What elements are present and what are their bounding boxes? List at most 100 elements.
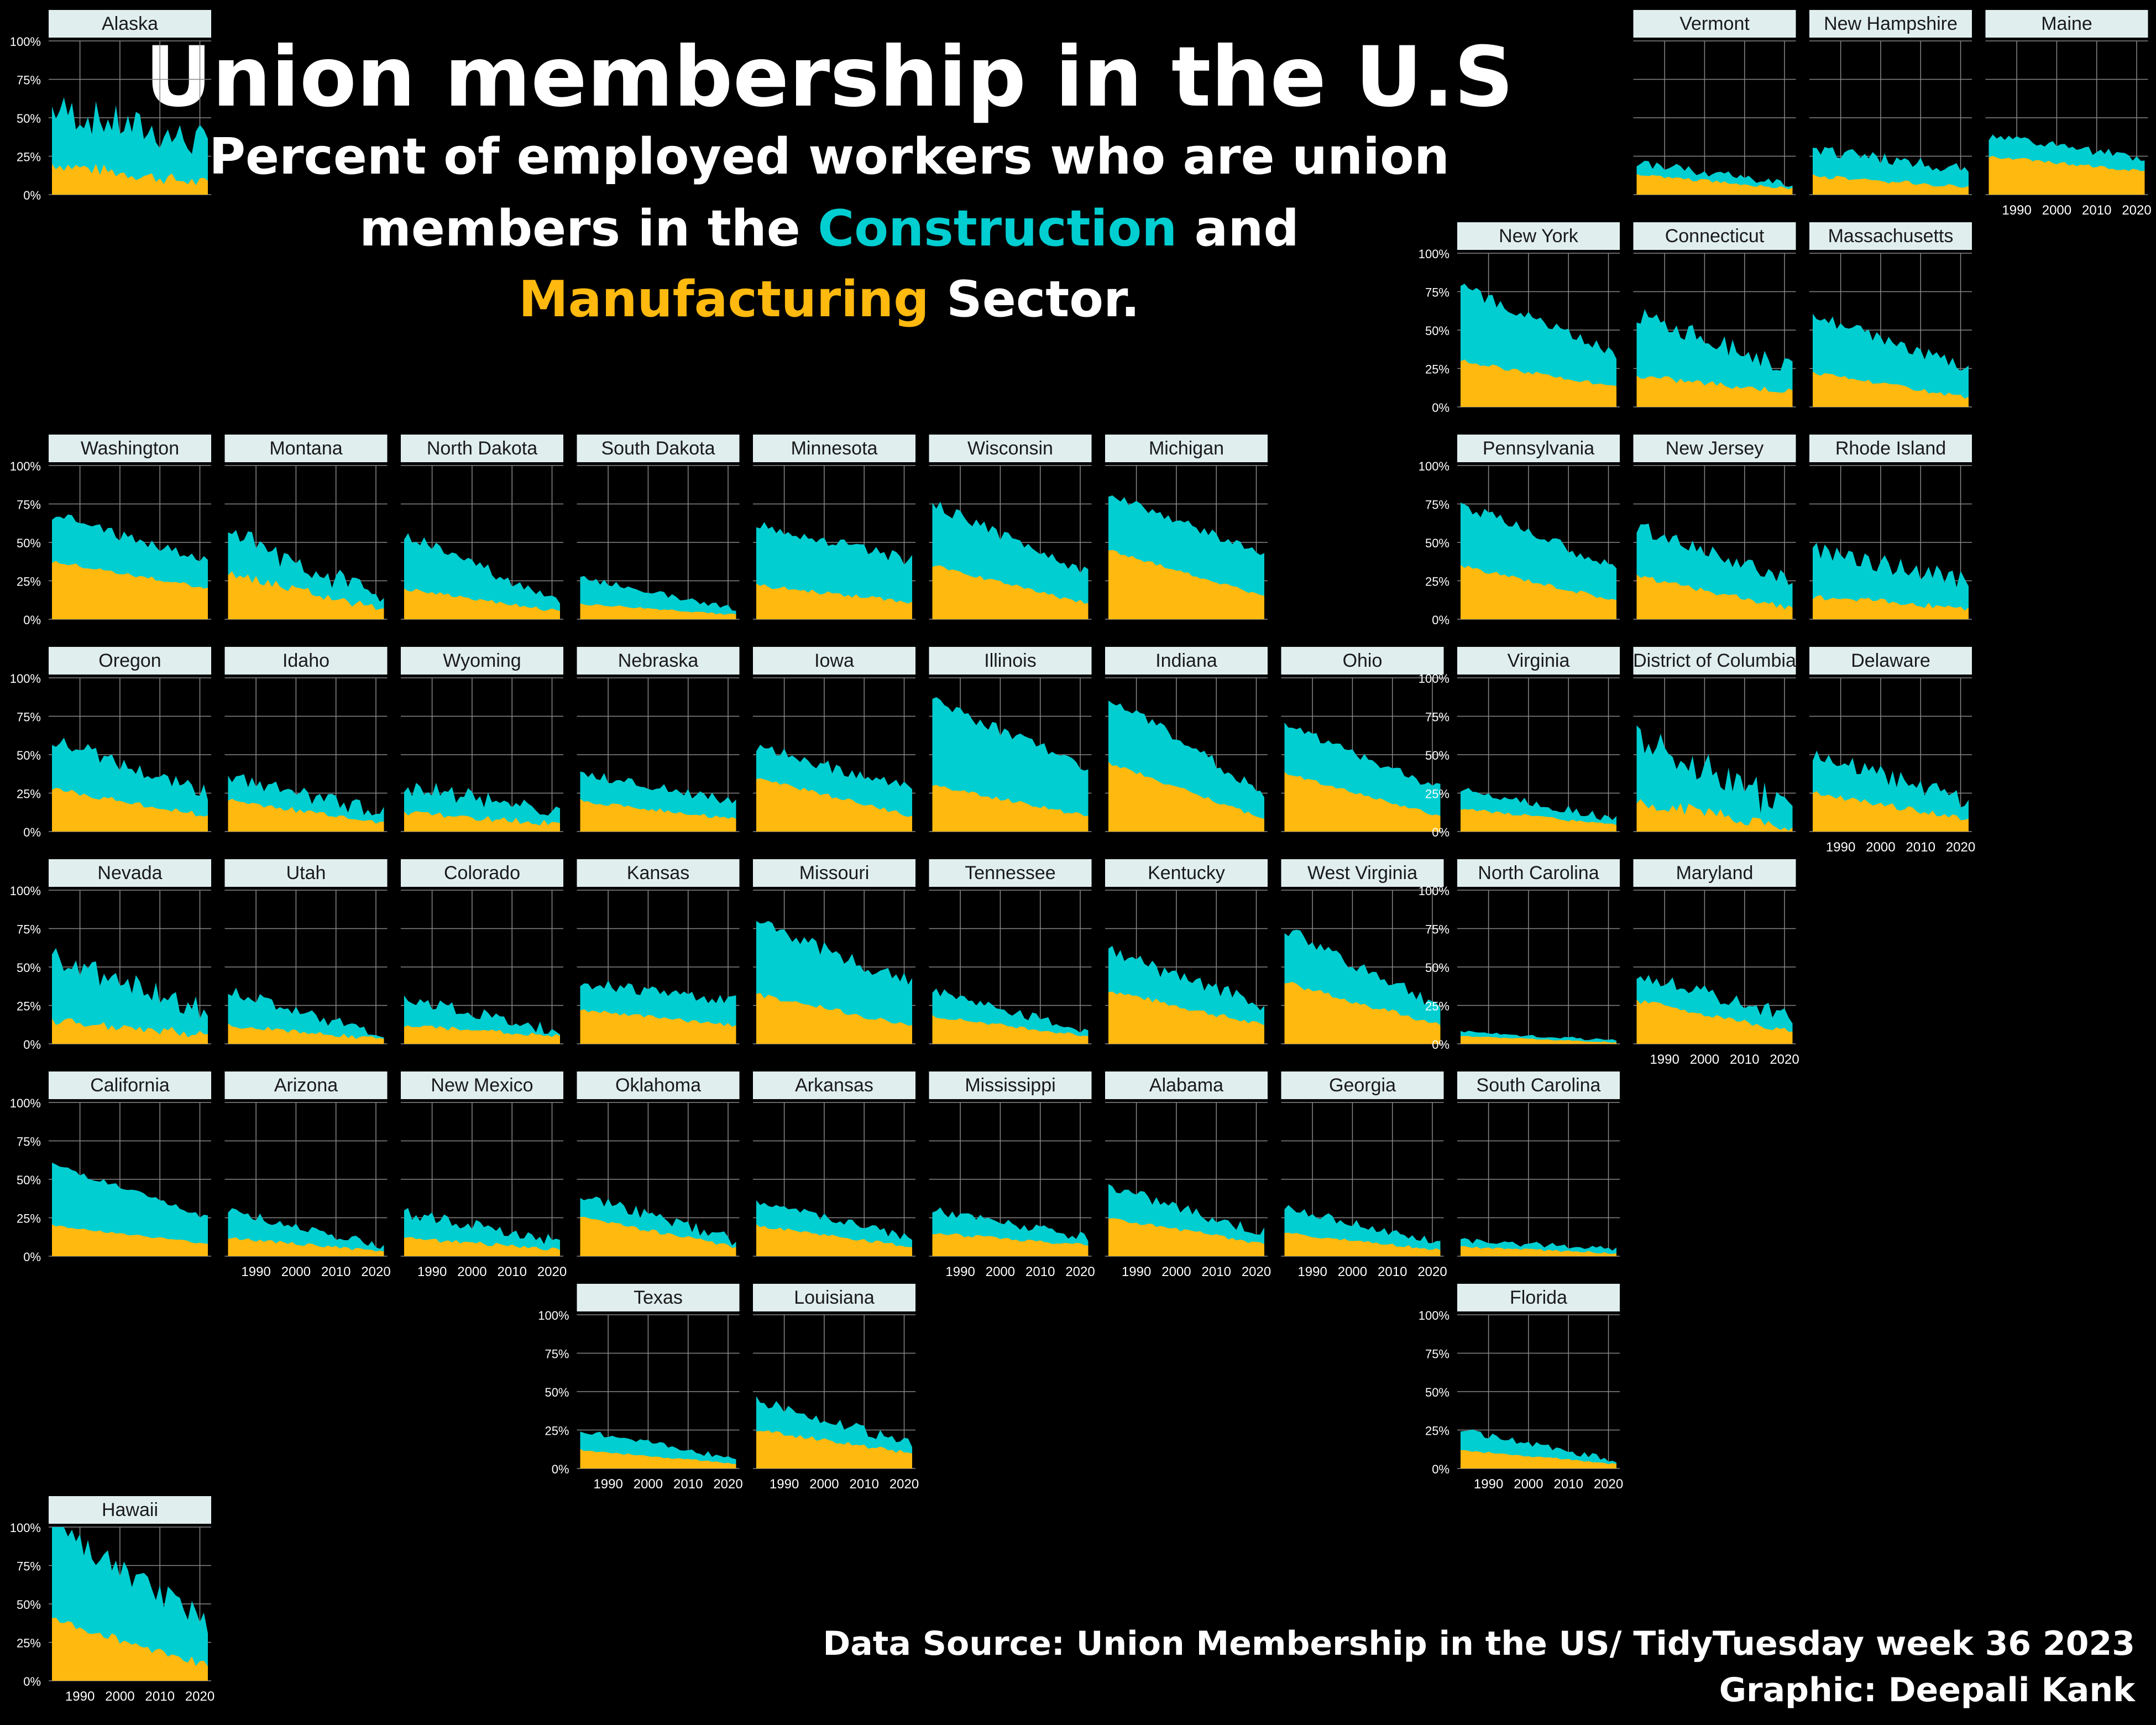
y-tick-label: 50% xyxy=(17,749,41,762)
facet-strip xyxy=(1633,435,1796,462)
facet-label: Rhode Island xyxy=(1835,438,1946,459)
manufacturing-area xyxy=(404,588,560,619)
y-tick-label: 25% xyxy=(1425,575,1449,589)
facet-strip xyxy=(1105,647,1268,675)
x-tick-label: 2000 xyxy=(1514,1477,1543,1492)
y-tick-label: 0% xyxy=(1432,613,1449,627)
facet-label: North Carolina xyxy=(1478,862,1599,884)
facet-label: Washington xyxy=(81,438,179,459)
facet-washington: Washington 0% 25% 50% 75% 100% xyxy=(10,435,211,627)
facet-colorado: Colorado xyxy=(401,859,563,1044)
facet-label: Connecticut xyxy=(1665,226,1765,247)
facet-label: Kentucky xyxy=(1148,862,1225,884)
y-tick-label: 75% xyxy=(1425,498,1449,512)
facet-strip xyxy=(224,859,388,887)
facet-strip xyxy=(1809,435,1972,462)
manufacturing-area xyxy=(228,571,384,619)
facet-strip xyxy=(929,859,1092,887)
x-tick-label: 2010 xyxy=(673,1477,703,1492)
subtitle-line-2-post: and xyxy=(1177,200,1299,258)
manufacturing-area xyxy=(1813,595,1969,619)
x-tick-label: 2020 xyxy=(537,1264,567,1279)
facet-strip xyxy=(49,859,211,887)
facet-maryland: Maryland 1990 2000 2010 2020 xyxy=(1633,859,1799,1067)
y-tick-label: 50% xyxy=(17,961,41,975)
subtitle-line-1: Percent of employed workers who are unio… xyxy=(209,128,1449,186)
facet-strip xyxy=(1457,647,1620,675)
facet-label: Missouri xyxy=(799,862,870,884)
facet-arkansas: Arkansas xyxy=(753,1071,915,1257)
facet-label: Hawaii xyxy=(102,1499,158,1520)
manufacturing-area xyxy=(756,1224,912,1256)
facet-strip xyxy=(929,435,1092,462)
x-tick-label: 2000 xyxy=(1161,1264,1191,1279)
x-tick-label: 1990 xyxy=(1826,840,1855,855)
manufacturing-area xyxy=(1108,550,1264,619)
facet-hawaii: Hawaii 0% 25% 50% 75% 100% 1990 2000 2010 2020 xyxy=(10,1496,214,1704)
facet-strip xyxy=(49,647,211,675)
x-tick-label: 2010 xyxy=(498,1264,527,1279)
x-tick-label: 2000 xyxy=(1866,840,1895,855)
manufacturing-area xyxy=(1813,174,1969,195)
facet-tennessee: Tennessee xyxy=(929,859,1092,1044)
manufacturing-area xyxy=(932,1233,1089,1256)
facet-new-mexico: New Mexico 1990 2000 2010 2020 xyxy=(401,1071,567,1279)
x-tick-label: 2020 xyxy=(1417,1264,1447,1279)
facet-strip xyxy=(577,1071,740,1099)
manufacturing-area xyxy=(1813,372,1969,407)
facet-strip xyxy=(1457,1284,1620,1311)
y-tick-label: 75% xyxy=(1425,286,1449,300)
facet-alaska: Alaska 0% 25% 50% 75% 100% xyxy=(10,10,211,202)
facet-strip xyxy=(1457,435,1620,462)
facet-label: Vermont xyxy=(1679,13,1750,34)
facet-kansas: Kansas xyxy=(577,859,740,1044)
y-tick-label: 75% xyxy=(17,498,41,512)
facet-strip xyxy=(1105,1071,1268,1099)
facet-strip xyxy=(753,1284,915,1311)
y-tick-label: 100% xyxy=(10,884,41,898)
y-tick-label: 100% xyxy=(1419,884,1449,898)
y-tick-label: 75% xyxy=(1425,1347,1449,1361)
facet-strip xyxy=(49,1496,211,1524)
manufacturing-area xyxy=(1813,791,1969,832)
manufacturing-area xyxy=(228,798,384,832)
x-tick-label: 1990 xyxy=(1297,1264,1327,1279)
facet-wisconsin: Wisconsin xyxy=(929,435,1092,620)
x-tick-label: 1990 xyxy=(1474,1477,1503,1492)
facet-label: Alaska xyxy=(102,13,158,34)
y-tick-label: 25% xyxy=(1425,787,1449,801)
x-tick-label: 2020 xyxy=(889,1477,919,1492)
manufacturing-area xyxy=(404,1237,560,1256)
facet-strip xyxy=(224,647,388,675)
facet-arizona: Arizona 1990 2000 2010 2020 xyxy=(224,1071,391,1279)
facet-strip xyxy=(401,859,563,887)
manufacturing-area xyxy=(1284,772,1441,832)
facet-strip xyxy=(401,435,563,462)
subtitle-manufacturing-highlight: Manufacturing xyxy=(519,270,929,328)
facet-label: South Dakota xyxy=(601,438,715,459)
manufacturing-area xyxy=(1108,1218,1264,1256)
y-tick-label: 50% xyxy=(1425,749,1449,762)
manufacturing-area xyxy=(1461,1036,1616,1044)
facet-label: Oklahoma xyxy=(615,1075,701,1096)
facet-label: Illinois xyxy=(984,650,1036,671)
x-tick-label: 2000 xyxy=(2042,203,2071,218)
x-tick-label: 2010 xyxy=(1554,1477,1583,1492)
x-tick-label: 2000 xyxy=(634,1477,663,1492)
facet-strip xyxy=(1809,222,1972,250)
facet-label: Arizona xyxy=(274,1075,338,1096)
manufacturing-area xyxy=(52,561,208,619)
facet-minnesota: Minnesota xyxy=(753,435,915,620)
y-tick-label: 100% xyxy=(10,459,41,473)
facet-strip xyxy=(1105,435,1268,462)
facet-strip xyxy=(1457,1071,1620,1099)
x-tick-label: 2010 xyxy=(1025,1264,1055,1279)
facet-label: Oregon xyxy=(98,650,161,671)
manufacturing-area xyxy=(580,1449,736,1468)
facet-label: Georgia xyxy=(1329,1075,1396,1096)
facet-strip xyxy=(1457,222,1620,250)
x-tick-label: 2000 xyxy=(1338,1264,1367,1279)
y-tick-label: 25% xyxy=(17,787,41,801)
facet-california: California 0% 25% 50% 75% 100% xyxy=(10,1071,211,1264)
facet-label: Michigan xyxy=(1149,438,1224,459)
